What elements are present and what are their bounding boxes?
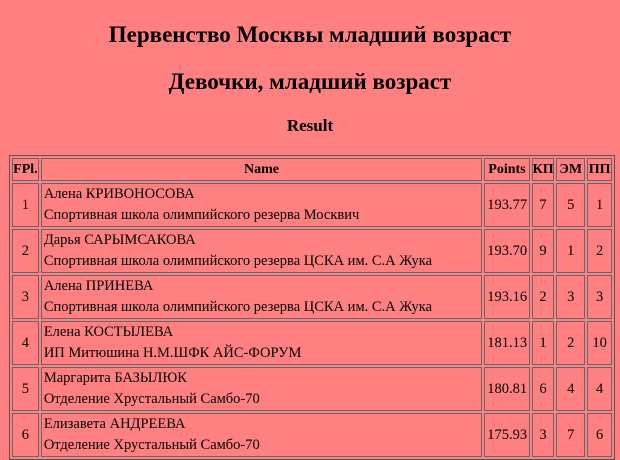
skater-name: Алена ПРИНЕВА: [43, 278, 154, 294]
header-pp: ПП: [587, 158, 612, 181]
kp-cell: 6: [531, 367, 555, 411]
points-cell: 180.81: [484, 367, 530, 411]
skater-name: Дарья САРЫМСАКОВА: [43, 232, 196, 248]
em-cell: 1: [556, 229, 586, 273]
name-cell: Маргарита БАЗЫЛЮК Отделение Хрустальный С…: [40, 367, 483, 411]
skater-name: Маргарита БАЗЫЛЮК: [43, 370, 187, 386]
place-cell: 5: [12, 367, 39, 411]
header-points: Points: [484, 158, 530, 181]
header-kp: КП: [531, 158, 555, 181]
pp-cell: 10: [587, 321, 612, 365]
name-cell: Алена КРИВОНОСОВА Спортивная школа олимпи…: [40, 183, 483, 227]
em-cell: 2: [556, 321, 586, 365]
points-cell: 193.77: [484, 183, 530, 227]
points-cell: 181.13: [484, 321, 530, 365]
section-title: Result: [286, 116, 334, 135]
header-row: FPl. Name Points КП ЭМ ПП: [12, 158, 612, 181]
name-cell: Елена КОСТЫЛЕВА ИП Митюшина Н.М.ШФК АЙС-Ф…: [40, 321, 483, 365]
place-cell: 6: [12, 413, 39, 457]
kp-cell: 2: [531, 275, 555, 319]
em-cell: 3: [556, 275, 586, 319]
points-cell: 193.70: [484, 229, 530, 273]
club-name: Спортивная школа олимпийского резерва Мо…: [43, 207, 360, 223]
club-name: ИП Митюшина Н.М.ШФК АЙС-ФОРУМ: [43, 345, 302, 361]
kp-cell: 7: [531, 183, 555, 227]
club-name: Отделение Хрустальный Самбо-70: [43, 391, 260, 407]
header-em: ЭМ: [556, 158, 586, 181]
table-row: 4 Елена КОСТЫЛЕВА ИП Митюшина Н.М.ШФК АЙС-…: [12, 321, 612, 365]
results-table: FPl. Name Points КП ЭМ ПП 1 Алена КРИВОНО…: [9, 155, 615, 460]
place-cell: 4: [12, 321, 39, 365]
place-cell: 3: [12, 275, 39, 319]
kp-cell: 9: [531, 229, 555, 273]
name-cell: Алена ПРИНЕВА Спортивная школа олимпийско…: [40, 275, 483, 319]
kp-cell: 3: [531, 413, 555, 457]
skater-name: Елена КОСТЫЛЕВА: [43, 324, 174, 340]
place-cell: 1: [12, 183, 39, 227]
pp-cell: 3: [587, 275, 612, 319]
club-name: Отделение Хрустальный Самбо-70: [43, 437, 260, 453]
pp-cell: 2: [587, 229, 612, 273]
category-title: Девочки, младший возраст: [168, 69, 452, 94]
table-row: 2 Дарья САРЫМСАКОВА Спортивная школа олимп…: [12, 229, 612, 273]
em-cell: 7: [556, 413, 586, 457]
table-row: 6 Елизавета АНДРЕЕВА Отделение Хрустальный…: [12, 413, 612, 457]
name-cell: Дарья САРЫМСАКОВА Спортивная школа олимпи…: [40, 229, 483, 273]
em-cell: 5: [556, 183, 586, 227]
place-cell: 2: [12, 229, 39, 273]
kp-cell: 1: [531, 321, 555, 365]
table-row: 5 Маргарита БАЗЫЛЮК Отделение Хрустальный …: [12, 367, 612, 411]
points-cell: 193.16: [484, 275, 530, 319]
pp-cell: 6: [587, 413, 612, 457]
club-name: Спортивная школа олимпийского резерва ЦС…: [43, 253, 433, 269]
pp-cell: 1: [587, 183, 612, 227]
club-name: Спортивная школа олимпийского резерва ЦС…: [43, 299, 433, 315]
skater-name: Елизавета АНДРЕЕВА: [43, 416, 186, 432]
table-row: 3 Алена ПРИНЕВА Спортивная школа олимпийск…: [12, 275, 612, 319]
header-place: FPl.: [12, 158, 39, 181]
header-name: Name: [40, 158, 483, 181]
name-cell: Елизавета АНДРЕЕВА Отделение Хрустальный …: [40, 413, 483, 457]
pp-cell: 4: [587, 367, 612, 411]
page-title: Первенство Москвы младший возраст: [108, 22, 512, 47]
table-row: 1 Алена КРИВОНОСОВА Спортивная школа олимп…: [12, 183, 612, 227]
skater-name: Алена КРИВОНОСОВА: [43, 186, 195, 202]
em-cell: 4: [556, 367, 586, 411]
points-cell: 175.93: [484, 413, 530, 457]
